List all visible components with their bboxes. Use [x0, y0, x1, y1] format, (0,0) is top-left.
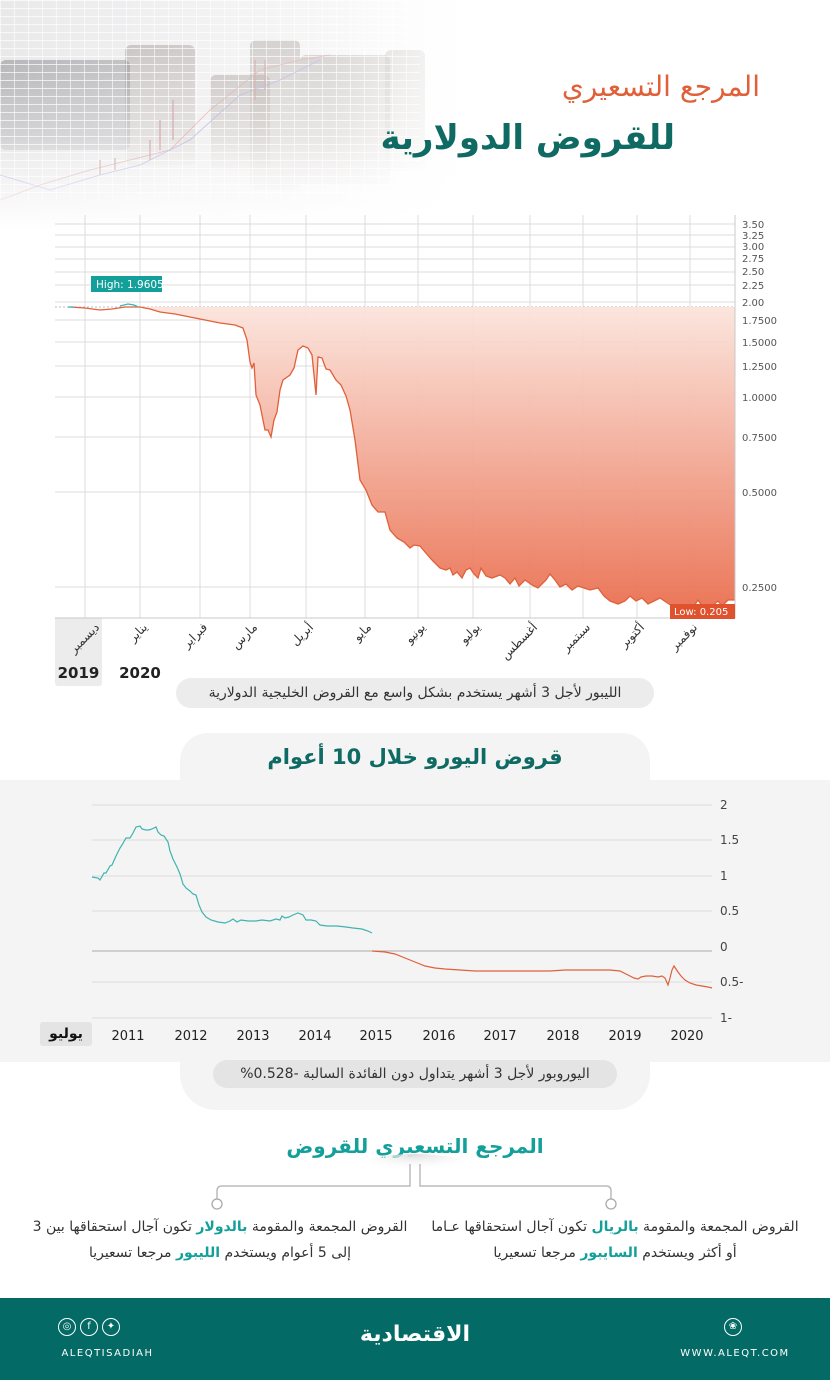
svg-text:2012: 2012 — [174, 1029, 207, 1044]
svg-text:2020: 2020 — [670, 1029, 703, 1044]
svg-text:3.00: 3.00 — [742, 242, 764, 253]
website-link[interactable]: WWW.ALEQT.COM — [680, 1348, 790, 1359]
hero-banner — [0, 0, 830, 230]
svg-text:يوليو: يوليو — [456, 620, 484, 648]
euribor-positive-line — [91, 825, 373, 934]
euro-chart-title: قروض اليورو خلال 10 أعوام — [267, 745, 563, 769]
svg-text:فبراير: فبراير — [179, 620, 211, 652]
svg-text:2018: 2018 — [546, 1029, 579, 1044]
node-dollar — [211, 1198, 223, 1210]
svg-text:0: 0 — [720, 940, 728, 954]
svg-text:2014: 2014 — [298, 1029, 331, 1044]
svg-text:يناير: يناير — [125, 620, 151, 646]
page-title-line1: المرجع التسعيري — [561, 70, 760, 103]
euribor-caption: اليوروبور لأجل 3 أشهر يتداول دون الفائدة… — [213, 1060, 617, 1088]
svg-text:3.50: 3.50 — [742, 220, 764, 231]
euribor-negative-line — [371, 950, 713, 989]
riyal-description: القروض المجمعة والمقومة بالريال تكون آجا… — [431, 1219, 799, 1261]
twitter-icon[interactable]: ✦ — [102, 1318, 120, 1336]
svg-text:2.25: 2.25 — [742, 281, 764, 292]
low-badge: Low: 0.205 — [670, 604, 735, 619]
dollar-highlight: بالدولار — [196, 1219, 248, 1235]
svg-text:0.5000: 0.5000 — [742, 488, 777, 499]
x-tick-july: يوليو — [40, 1022, 92, 1046]
svg-text:2: 2 — [720, 798, 728, 812]
svg-text:أبريل: أبريل — [287, 620, 317, 650]
svg-text:1-: 1- — [720, 1011, 732, 1025]
high-badge: High: 1.9605 — [91, 276, 164, 292]
svg-text:High: 1.9605: High: 1.9605 — [96, 279, 164, 291]
hero-fade — [0, 0, 830, 230]
reference-title: المرجع التسعيري للقروض — [286, 1134, 544, 1158]
page-title-line2: للقروض الدولارية — [380, 118, 675, 158]
svg-text:2.75: 2.75 — [742, 254, 764, 265]
december-highlight — [55, 618, 102, 662]
svg-text:3.25: 3.25 — [742, 231, 764, 242]
svg-text:مارس: مارس — [229, 620, 261, 652]
svg-text:1.5: 1.5 — [720, 833, 739, 847]
svg-text:0.5: 0.5 — [720, 904, 739, 918]
svg-text:2016: 2016 — [422, 1029, 455, 1044]
libor-line-early — [69, 306, 140, 311]
svg-text:يونيو: يونيو — [401, 620, 428, 647]
y-tick-labels: 3.50 3.25 3.00 2.75 2.50 2.25 2.00 1.750… — [742, 220, 777, 594]
saibor-highlight: السايبور — [580, 1245, 638, 1261]
svg-text:مايو: مايو — [350, 620, 375, 645]
svg-text:ديسمبر: ديسمبر — [66, 620, 103, 657]
euro-chart-tab — [180, 733, 650, 789]
node-riyal — [605, 1198, 617, 1210]
euribor-x-ticks: 2011 2012 2013 2014 2015 2016 2017 2018 … — [111, 1029, 703, 1044]
libor-chart: 3.50 3.25 3.00 2.75 2.50 2.25 2.00 1.750… — [55, 215, 777, 663]
svg-text:2013: 2013 — [236, 1029, 269, 1044]
svg-text:1: 1 — [720, 869, 728, 883]
svg-text:2.00: 2.00 — [742, 298, 764, 309]
svg-text:0.7500: 0.7500 — [742, 433, 777, 444]
libor-line — [139, 306, 735, 607]
libor-high-segment — [68, 303, 139, 308]
svg-text:1.5000: 1.5000 — [742, 338, 777, 349]
libor-area — [140, 307, 735, 606]
year-label-2019: 2019 — [55, 660, 102, 686]
year-label-2020: 2020 — [119, 664, 161, 682]
y-tick-labels: 2 1.5 1 0.5 0 0.5- 1- — [720, 798, 743, 1025]
svg-text:Low: 0.205: Low: 0.205 — [674, 607, 728, 618]
reference-tree — [211, 1154, 617, 1210]
svg-text:نوفمبر: نوفمبر — [667, 620, 701, 654]
svg-text:2011: 2011 — [111, 1029, 144, 1044]
svg-text:أغسطس: أغسطس — [497, 620, 540, 663]
x-tick-labels: ديسمبر يناير فبراير مارس أبريل مايو يوني… — [66, 620, 701, 663]
svg-text:0.2500: 0.2500 — [742, 583, 777, 594]
svg-text:1.7500: 1.7500 — [742, 316, 777, 327]
facebook-icon[interactable]: f — [80, 1318, 98, 1336]
social-icons: ◎ f ✦ — [58, 1318, 120, 1336]
y-gridlines — [92, 804, 712, 1019]
svg-text:أكتوبر: أكتوبر — [615, 620, 647, 652]
instagram-icon[interactable]: ◎ — [58, 1318, 76, 1336]
footer: ◎ f ✦ ALEQTISADIAH الاقتصادية ❀ WWW.ALEQ… — [0, 1298, 830, 1380]
svg-text:0.5-: 0.5- — [720, 975, 743, 989]
svg-text:2017: 2017 — [483, 1029, 516, 1044]
dollar-description: القروض المجمعة والمقومة بالدولار تكون آج… — [32, 1219, 408, 1261]
libor-caption: الليبور لأجل 3 أشهر يستخدم بشكل واسع مع … — [176, 678, 654, 708]
brand-logo: الاقتصادية — [359, 1322, 471, 1347]
riyal-highlight: بالريال — [591, 1219, 639, 1235]
euribor-chart: 2 1.5 1 0.5 0 0.5- 1- — [91, 798, 743, 1025]
social-handle[interactable]: ALEQTISADIAH — [61, 1348, 154, 1359]
svg-text:1.2500: 1.2500 — [742, 362, 777, 373]
svg-text:2019: 2019 — [608, 1029, 641, 1044]
globe-icon[interactable]: ❀ — [724, 1318, 742, 1336]
svg-text:2015: 2015 — [359, 1029, 392, 1044]
libor-highlight: الليبور — [176, 1245, 221, 1261]
svg-text:سبتمبر: سبتمبر — [558, 620, 594, 656]
svg-text:2.50: 2.50 — [742, 267, 764, 278]
svg-text:1.0000: 1.0000 — [742, 393, 777, 404]
